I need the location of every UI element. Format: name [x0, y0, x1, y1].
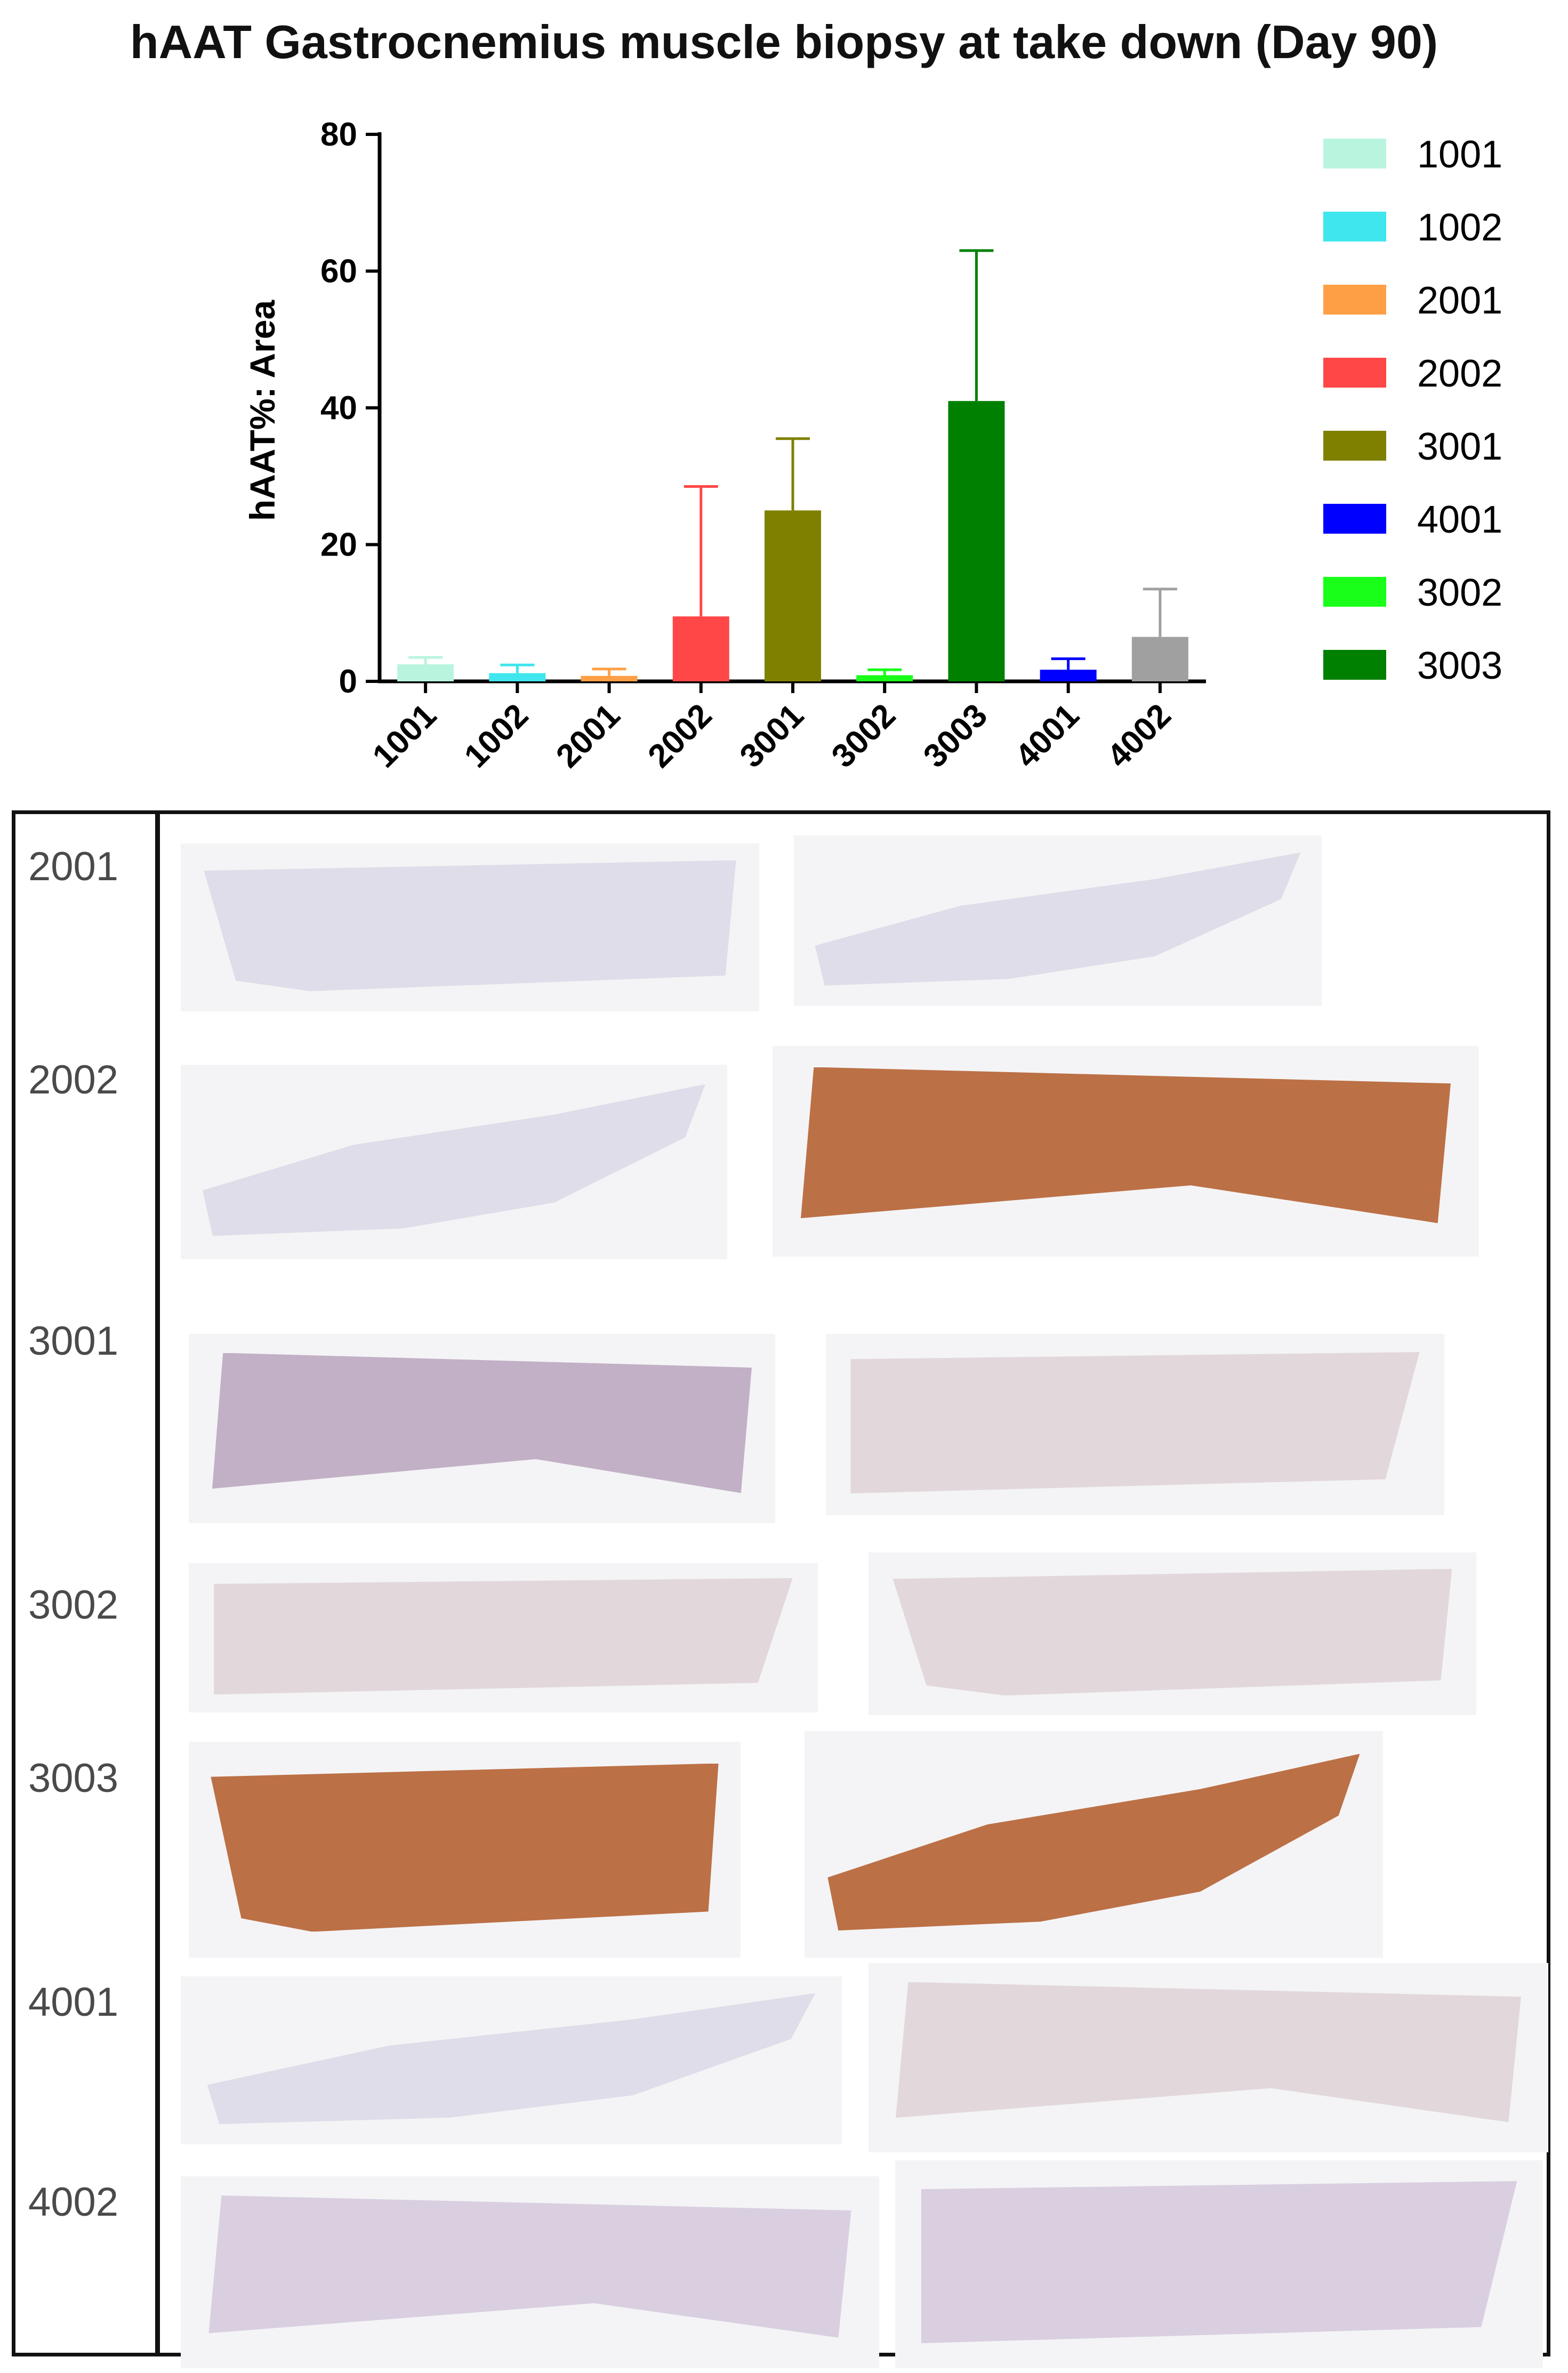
x-tick-label-3002: 3002 — [825, 697, 903, 775]
legend-swatch-1001 — [1323, 139, 1386, 168]
y-tick-labels: 0 20 40 60 80 — [320, 116, 357, 700]
legend-label-3001: 3001 — [1417, 425, 1502, 468]
y-tick-label: 80 — [320, 116, 357, 153]
bar-2001 — [581, 675, 638, 681]
muscle-tissue-section — [212, 1353, 752, 1493]
bar-3001 — [765, 510, 821, 681]
histology-panel: 2001 2002 3001 3002 3003 4001 4002 — [12, 810, 1550, 2368]
bar-3002 — [856, 675, 913, 681]
bar-4002 — [1131, 637, 1188, 681]
histology-slide-image — [826, 1334, 1444, 1515]
muscle-tissue-section — [921, 2181, 1517, 2344]
histology-slide-image — [181, 1976, 842, 2144]
muscle-tissue-section — [203, 1084, 705, 1236]
muscle-tissue-section — [214, 1578, 793, 1695]
legend-label-4001: 4001 — [1417, 498, 1502, 541]
chart-error-bars — [408, 249, 1177, 676]
muscle-tissue-section — [815, 852, 1301, 986]
legend-swatch-4001 — [1323, 504, 1386, 534]
bar-2002 — [672, 616, 729, 681]
histology-slide-image — [794, 835, 1322, 1006]
histology-slide-image — [869, 1963, 1548, 2152]
legend-label-1001: 1001 — [1417, 133, 1502, 176]
histology-slide-image — [189, 1742, 741, 1958]
bar-chart: 1001 1002 2001 2002 3001 3002 3003 4001 4002 020… — [243, 116, 1502, 775]
histology-row-label: 4001 — [28, 1980, 119, 2025]
y-tick-label: 0 — [339, 663, 357, 700]
legend-swatch-1002 — [1323, 212, 1386, 242]
y-tick-label: 60 — [320, 253, 357, 290]
muscle-tissue-section — [892, 1568, 1452, 1696]
legend-label-1002: 1002 — [1417, 206, 1502, 249]
x-tick-labels: 1001 1002 2001 2002 3001 3002 3003 4001 4002 — [366, 697, 1178, 775]
panel-divider — [155, 814, 160, 2353]
histology-row-label: 3003 — [28, 1756, 119, 1801]
x-tick-label-1001: 1001 — [366, 697, 444, 775]
x-tick-label-3001: 3001 — [733, 697, 811, 775]
bar-1002 — [489, 673, 546, 681]
bar-3003 — [948, 401, 1005, 681]
muscle-tissue-section — [896, 1982, 1521, 2122]
histology-row-label: 2002 — [28, 1057, 119, 1103]
bar-1001 — [397, 664, 454, 681]
histology-slide-image — [869, 1552, 1476, 1715]
y-tick-label: 20 — [320, 527, 357, 564]
x-tick-label-2001: 2001 — [549, 697, 627, 775]
muscle-tissue-section — [801, 1067, 1451, 1224]
bar-4001 — [1040, 670, 1097, 681]
chart-title: hAAT Gastrocnemius muscle biopsy at take… — [130, 15, 1438, 68]
histology-row-label: 4002 — [28, 2179, 119, 2225]
legend-label-2002: 2002 — [1417, 352, 1502, 395]
histology-slide-image — [181, 2176, 879, 2368]
x-tick-label-3003: 3003 — [916, 697, 994, 775]
histology-slide-image — [895, 2160, 1543, 2368]
histology-slide-image — [189, 1563, 818, 1712]
x-tick-label-4001: 4001 — [1008, 697, 1086, 775]
legend-label-3002: 3002 — [1417, 572, 1502, 614]
histology-slide-image — [181, 1065, 727, 1259]
muscle-tissue-section — [207, 1993, 816, 2125]
x-tick-label-4002: 4002 — [1100, 697, 1178, 775]
histology-row-label: 3002 — [28, 1582, 119, 1628]
legend-swatch-2002 — [1323, 358, 1386, 388]
muscle-tissue-section — [211, 1763, 719, 1932]
histology-row-label: 2001 — [28, 844, 119, 889]
muscle-tissue-section — [827, 1753, 1360, 1930]
histology-slide-image — [181, 843, 759, 1011]
muscle-tissue-section — [208, 2195, 851, 2338]
y-axis-label: hAAT%: Area — [243, 300, 282, 521]
muscle-tissue-section — [850, 1352, 1420, 1494]
y-tick-label: 40 — [320, 390, 357, 427]
chart-bars — [397, 401, 1188, 681]
legend-swatch-2001 — [1323, 285, 1386, 315]
muscle-tissue-section — [204, 860, 736, 992]
x-tick-label-1002: 1002 — [457, 697, 535, 775]
legend-label-2001: 2001 — [1417, 279, 1502, 322]
x-tick-label-2002: 2002 — [641, 697, 719, 775]
histology-row-label: 3001 — [28, 1318, 119, 1364]
legend-swatch-3002 — [1323, 577, 1386, 607]
histology-slide-image — [189, 1334, 775, 1523]
chart-legend: 1001 1002 2001 2002 3001 4001 3002 3003 — [1323, 133, 1502, 687]
legend-swatch-3003 — [1323, 650, 1386, 680]
histology-slide-image — [805, 1731, 1383, 1958]
legend-label-3003: 3003 — [1417, 645, 1502, 687]
histology-slide-image — [773, 1046, 1479, 1257]
legend-swatch-3001 — [1323, 431, 1386, 461]
